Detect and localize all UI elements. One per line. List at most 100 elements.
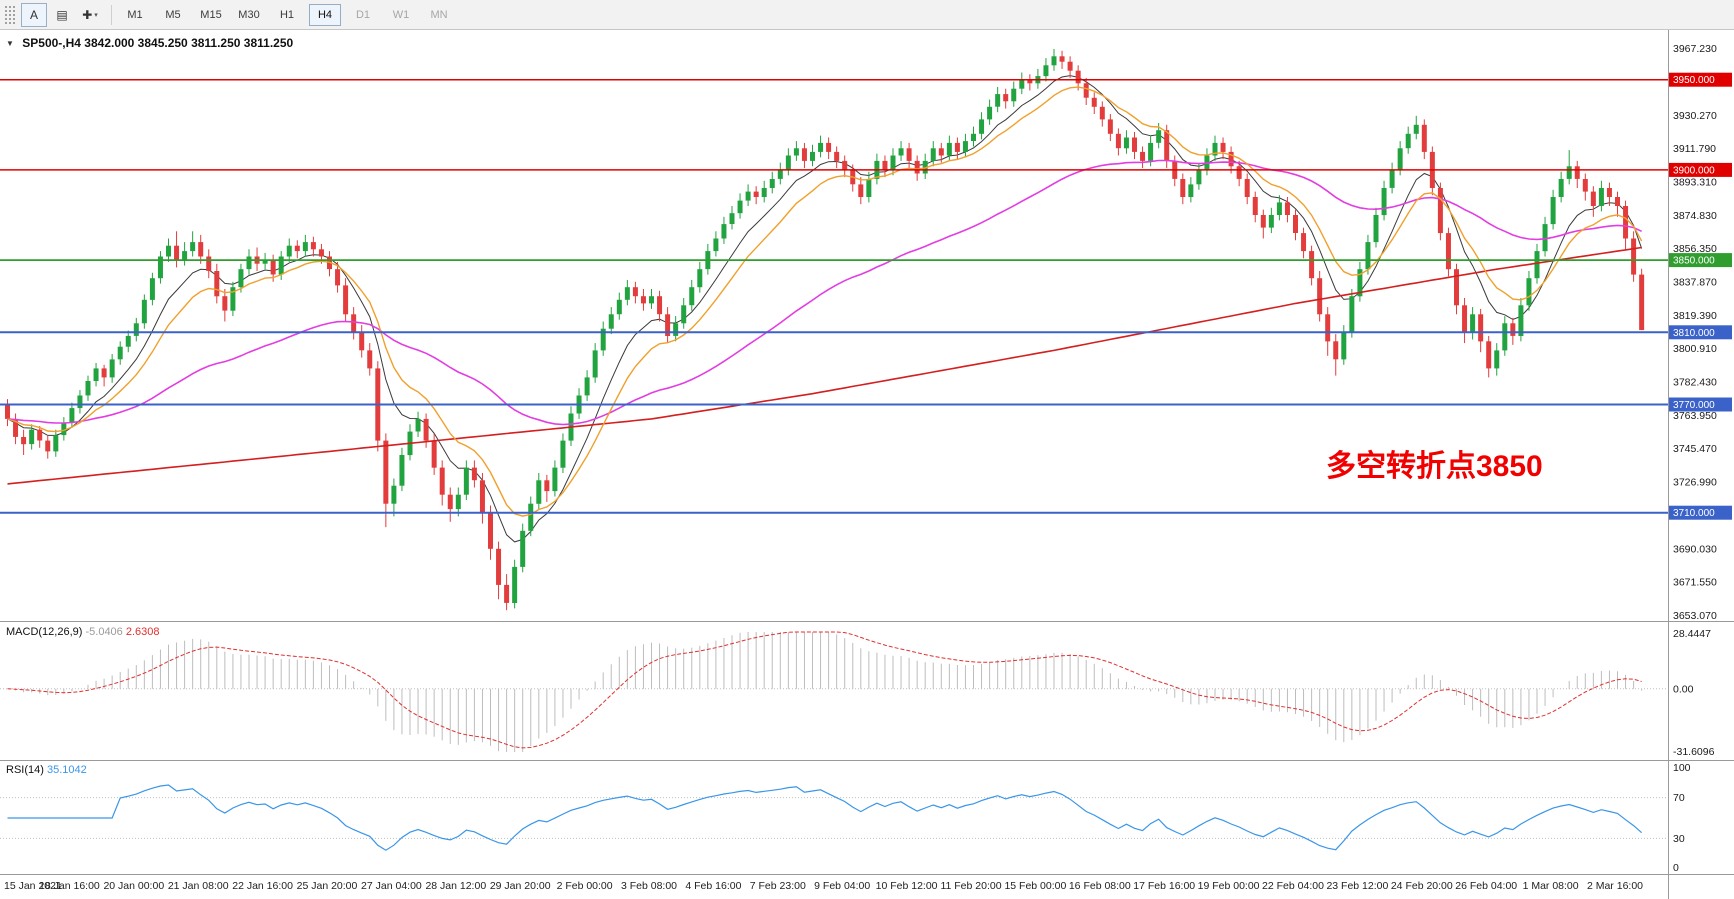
price-badge-3950.000 (1669, 72, 1732, 87)
svg-text:3856.350: 3856.350 (1673, 243, 1717, 255)
timeframe-button-w1[interactable]: W1 (392, 8, 410, 21)
svg-text:22 Jan 16:00: 22 Jan 16:00 (232, 880, 293, 892)
price-badge-3900.000 (1669, 162, 1732, 177)
toolbar-grip[interactable] (3, 3, 15, 26)
svg-text:18 Jan 16:00: 18 Jan 16:00 (39, 880, 100, 892)
svg-text:3763.950: 3763.950 (1673, 410, 1717, 422)
svg-text:3893.310: 3893.310 (1673, 177, 1717, 189)
rsi-label: RSI(14) 35.1042 (6, 764, 87, 776)
macd-name: MACD(12,26,9) (6, 626, 83, 638)
svg-text:3782.430: 3782.430 (1673, 377, 1717, 389)
svg-text:11 Feb 20:00: 11 Feb 20:00 (940, 880, 1001, 892)
timeframe-button-m1[interactable]: M1 (127, 8, 143, 21)
annotate-label: A (29, 7, 38, 22)
svg-text:25 Jan 20:00: 25 Jan 20:00 (297, 880, 358, 892)
svg-text:3967.230: 3967.230 (1673, 43, 1717, 55)
svg-text:27 Jan 04:00: 27 Jan 04:00 (361, 880, 422, 892)
timeframe-button-m15[interactable]: M15 (200, 8, 222, 21)
svg-text:22 Feb 04:00: 22 Feb 04:00 (1262, 880, 1324, 892)
svg-text:24 Feb 20:00: 24 Feb 20:00 (1391, 880, 1453, 892)
timeframe-button-mn[interactable]: MN (430, 8, 448, 21)
svg-text:3874.830: 3874.830 (1673, 210, 1717, 222)
price-badge-3770.000 (1669, 397, 1732, 412)
svg-text:16 Feb 08:00: 16 Feb 08:00 (1069, 880, 1131, 892)
candle-series (5, 49, 1645, 611)
svg-text:21 Jan 08:00: 21 Jan 08:00 (168, 880, 229, 892)
price-badge-3810.000 (1669, 325, 1732, 340)
svg-text:17 Feb 16:00: 17 Feb 16:00 (1133, 880, 1195, 892)
price-axis[interactable]: 3967.2303948.7503930.2703911.7903893.310… (1669, 43, 1732, 874)
svg-text:15 Jan 2021: 15 Jan 2021 (4, 880, 62, 892)
main-price-plot[interactable] (0, 49, 1668, 611)
timeframe-button-d1[interactable]: D1 (355, 8, 371, 21)
symbol-ohlc-info: ▼ SP500-,H4 3842.000 3845.250 3811.250 3… (6, 36, 293, 50)
timeframe-bar: M1 M5 M15 M30 H1 H4 D1 W1 MN (119, 3, 455, 26)
svg-text:3810.000: 3810.000 (1673, 328, 1715, 339)
rsi-plot[interactable] (0, 784, 1668, 851)
svg-text:3800.910: 3800.910 (1673, 343, 1717, 355)
svg-text:29 Jan 20:00: 29 Jan 20:00 (490, 880, 551, 892)
svg-text:3850.000: 3850.000 (1673, 256, 1715, 267)
svg-text:3671.550: 3671.550 (1673, 577, 1717, 589)
symbol-ohlc-text: SP500-,H4 3842.000 3845.250 3811.250 381… (22, 36, 294, 50)
svg-text:9 Feb 04:00: 9 Feb 04:00 (814, 880, 870, 892)
chart-annotation: 多空转折点3850 (1326, 450, 1543, 483)
svg-text:3819.390: 3819.390 (1673, 310, 1717, 322)
svg-text:23 Feb 12:00: 23 Feb 12:00 (1326, 880, 1388, 892)
svg-text:3726.990: 3726.990 (1673, 477, 1717, 489)
timeframe-button-m30[interactable]: M30 (238, 8, 260, 21)
svg-text:1 Mar 08:00: 1 Mar 08:00 (1523, 880, 1579, 892)
timeframe-button-h4[interactable]: H4 (309, 3, 341, 26)
svg-text:19 Feb 00:00: 19 Feb 00:00 (1198, 880, 1260, 892)
svg-text:70: 70 (1673, 792, 1685, 804)
macd-plot[interactable] (0, 631, 1668, 752)
macd-main-value: -5.0406 (85, 626, 123, 638)
svg-text:3911.790: 3911.790 (1673, 143, 1716, 155)
svg-text:10 Feb 12:00: 10 Feb 12:00 (876, 880, 938, 892)
svg-text:100: 100 (1673, 762, 1691, 774)
timeframe-button-h1[interactable]: H1 (279, 8, 295, 21)
toolbar: A ▤ ✚ ▾ M1 M5 M15 M30 H1 H4 D1 W1 MN (0, 0, 1734, 30)
macd-signal-value: 2.6308 (125, 626, 160, 638)
svg-text:3710.000: 3710.000 (1673, 508, 1715, 519)
svg-text:2 Mar 16:00: 2 Mar 16:00 (1587, 880, 1643, 892)
svg-text:20 Jan 00:00: 20 Jan 00:00 (103, 880, 164, 892)
svg-text:2 Feb 00:00: 2 Feb 00:00 (557, 880, 613, 892)
timeframe-button-m5[interactable]: M5 (165, 8, 181, 21)
svg-text:3930.270: 3930.270 (1673, 110, 1717, 122)
svg-text:28 Jan 12:00: 28 Jan 12:00 (425, 880, 486, 892)
svg-text:28.4447: 28.4447 (1673, 628, 1711, 640)
svg-text:-31.6096: -31.6096 (1673, 746, 1715, 758)
svg-text:3837.870: 3837.870 (1673, 277, 1717, 289)
svg-text:0.00: 0.00 (1673, 683, 1694, 695)
toolbar-separator (111, 4, 112, 25)
svg-text:3745.470: 3745.470 (1673, 443, 1717, 455)
svg-text:0: 0 (1673, 862, 1679, 874)
svg-text:15 Feb 00:00: 15 Feb 00:00 (1004, 880, 1066, 892)
svg-text:3690.030: 3690.030 (1673, 543, 1717, 555)
chevron-down-icon: ▾ (94, 11, 98, 19)
svg-text:30: 30 (1673, 833, 1685, 845)
svg-text:7 Feb 23:00: 7 Feb 23:00 (750, 880, 806, 892)
price-badge-3850.000 (1669, 253, 1732, 268)
cursor-tool-button[interactable]: ✚ ▾ (77, 3, 103, 27)
price-badge-3710.000 (1669, 505, 1732, 520)
annotate-button[interactable]: A (21, 2, 47, 27)
svg-text:3950.000: 3950.000 (1673, 75, 1715, 86)
rsi-value: 35.1042 (46, 764, 87, 776)
macd-label: MACD(12,26,9) -5.0406 2.6308 (6, 626, 160, 638)
svg-text:4 Feb 16:00: 4 Feb 16:00 (685, 880, 741, 892)
svg-text:3653.070: 3653.070 (1673, 610, 1717, 622)
svg-text:3900.000: 3900.000 (1673, 165, 1715, 176)
rsi-name: RSI(14) (6, 764, 44, 776)
svg-text:3 Feb 08:00: 3 Feb 08:00 (621, 880, 677, 892)
crosshair-icon: ✚ (82, 7, 93, 22)
svg-text:26 Feb 04:00: 26 Feb 04:00 (1455, 880, 1517, 892)
symbol-dropdown-icon[interactable]: ▼ (6, 39, 14, 48)
svg-text:3770.000: 3770.000 (1673, 400, 1715, 411)
chart-window-button[interactable]: ▤ (49, 3, 75, 27)
chart-window-icon: ▤ (56, 7, 68, 22)
